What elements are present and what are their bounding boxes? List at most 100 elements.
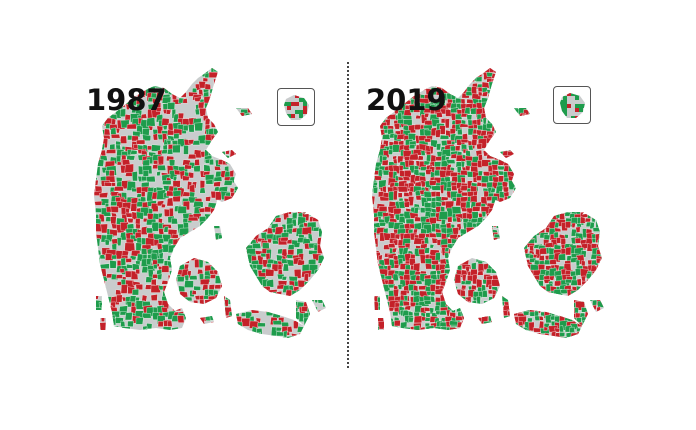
parish-red <box>580 61 586 65</box>
parish-red <box>514 68 519 69</box>
parish-red <box>519 150 528 157</box>
parish-red <box>251 343 261 351</box>
parish-green <box>209 88 219 94</box>
parish-green <box>272 320 283 325</box>
parish-green <box>587 317 594 327</box>
parish-green <box>188 321 195 329</box>
parish-red <box>94 331 98 338</box>
bornholm-parish-red <box>567 93 571 96</box>
parish-red <box>247 141 255 150</box>
parish-green <box>204 139 212 146</box>
parish-red <box>100 68 110 73</box>
parish-red <box>318 327 324 333</box>
parish-red <box>387 341 392 350</box>
parish-green <box>171 217 178 225</box>
parish-green <box>328 307 337 315</box>
parish-green <box>467 247 477 257</box>
parish-green <box>235 81 245 90</box>
parish-green <box>225 86 234 95</box>
parish-green <box>207 336 214 338</box>
parish-red <box>210 207 217 215</box>
parish-red <box>524 62 530 68</box>
parish-red <box>389 73 398 80</box>
parish-green <box>230 264 242 274</box>
parish-green <box>94 341 103 350</box>
parish-red <box>550 123 558 133</box>
parish-green <box>608 250 616 258</box>
parish-red <box>218 294 226 305</box>
parish-green <box>231 62 236 66</box>
parish-red <box>234 140 239 147</box>
parish-red <box>543 149 553 156</box>
parish-red <box>276 146 282 154</box>
parish-green <box>141 343 145 350</box>
parish-red <box>601 82 604 88</box>
parish-green <box>276 159 281 168</box>
parish-green <box>383 337 390 338</box>
parish-green <box>564 234 569 239</box>
parish-green <box>245 113 251 119</box>
bornholm-parish-green <box>563 104 567 108</box>
parish-green <box>255 217 262 227</box>
bornholm-parish-green <box>563 100 567 104</box>
parish-red <box>571 201 580 211</box>
parish-green <box>324 124 326 129</box>
parish-green <box>244 187 249 193</box>
year-label-1987: 1987 <box>86 83 167 117</box>
parish-green <box>506 268 513 278</box>
parish-red <box>594 70 602 79</box>
parish-green <box>191 68 199 74</box>
parish-red <box>455 145 461 151</box>
parish-red <box>501 331 508 338</box>
parish-green <box>496 92 507 101</box>
parish-green <box>223 211 231 221</box>
parish-red <box>312 291 322 302</box>
parish-red <box>566 135 577 142</box>
parish-red <box>176 331 186 337</box>
parish-red <box>540 86 549 92</box>
parish-green <box>597 239 604 246</box>
parish-red <box>496 248 507 255</box>
parish-green <box>527 275 537 284</box>
parish-red <box>512 296 520 303</box>
parish-red <box>577 197 582 203</box>
parish-green <box>591 123 601 132</box>
parish-green <box>109 75 115 83</box>
parish-red <box>465 165 471 171</box>
parish-green <box>131 288 139 296</box>
parish-red <box>596 187 603 194</box>
parish-red <box>451 331 461 338</box>
parish-green <box>506 195 515 203</box>
parish-red <box>533 208 539 218</box>
parish-green <box>608 286 616 291</box>
parish-red <box>241 275 247 280</box>
parish-red <box>523 280 532 286</box>
parish-green <box>528 150 536 158</box>
parish-green <box>497 255 504 263</box>
parish-red <box>481 91 489 97</box>
parish-green <box>229 337 235 338</box>
parish-red <box>280 185 288 191</box>
parish-green <box>256 202 265 212</box>
parish-red <box>556 306 567 313</box>
parish-green <box>275 68 284 75</box>
parish-green <box>597 289 604 297</box>
parish-green <box>114 335 123 338</box>
parish-green <box>218 122 228 132</box>
parish-green <box>596 286 604 294</box>
parish-green <box>207 326 217 336</box>
parish-red <box>445 301 452 307</box>
parish-red <box>372 68 379 69</box>
parish-red <box>600 150 604 157</box>
parish-red <box>478 91 483 97</box>
parish-red <box>89 274 94 280</box>
parish-red <box>538 212 549 221</box>
parish-red <box>512 273 519 280</box>
parish-red <box>581 206 591 215</box>
parish-green <box>173 68 182 73</box>
parish-red <box>179 80 189 90</box>
parish-red <box>450 153 457 159</box>
parish-red <box>214 165 221 171</box>
parish-green <box>450 304 456 314</box>
parish-green <box>595 161 602 168</box>
